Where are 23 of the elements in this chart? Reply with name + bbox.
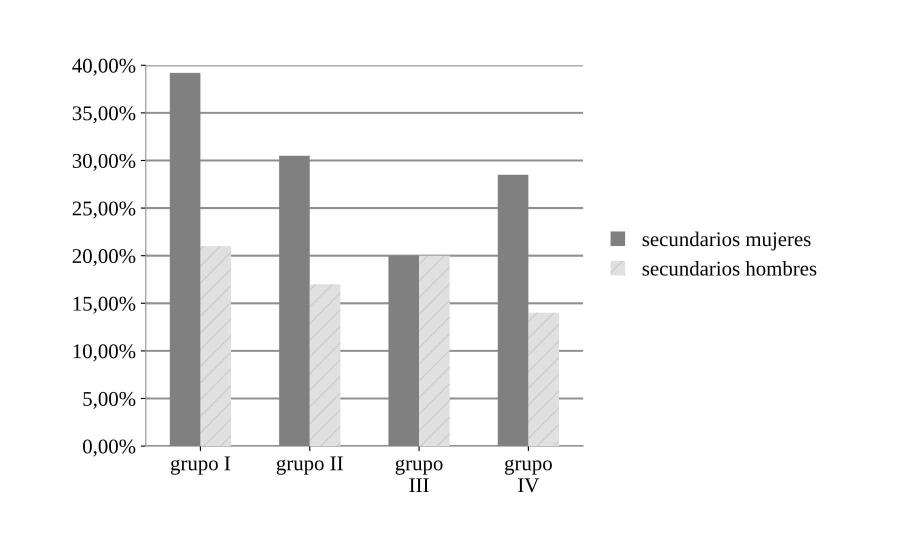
bar bbox=[310, 284, 340, 446]
y-tick-label: 5,00% bbox=[83, 392, 136, 409]
y-tick-label: 10,00% bbox=[74, 344, 136, 362]
legend-label: secundarios hombres bbox=[642, 261, 816, 276]
bar bbox=[419, 256, 450, 446]
x-tick-label: grupo II bbox=[276, 456, 343, 475]
y-tick-label: 30,00% bbox=[72, 154, 136, 171]
x-tick-label: grupo III bbox=[396, 460, 443, 492]
bar bbox=[170, 72, 200, 446]
legend-label: secundarios mujeres bbox=[642, 232, 811, 250]
y-tick-label: 0,00% bbox=[83, 439, 136, 457]
bar bbox=[528, 312, 559, 446]
x-tick-label: grupo IV bbox=[504, 460, 552, 492]
y-tick-label: 15,00% bbox=[74, 296, 136, 314]
bar bbox=[279, 156, 310, 446]
bar bbox=[498, 174, 528, 446]
y-tick-label: 40,00% bbox=[72, 58, 136, 76]
y-tick-label: 20,00% bbox=[72, 249, 136, 266]
x-tick-label: grupo I bbox=[170, 456, 230, 475]
y-tick-label: 35,00% bbox=[72, 106, 136, 124]
y-tick-label: 25,00% bbox=[72, 201, 136, 219]
bar bbox=[200, 246, 232, 446]
bar bbox=[388, 256, 420, 446]
